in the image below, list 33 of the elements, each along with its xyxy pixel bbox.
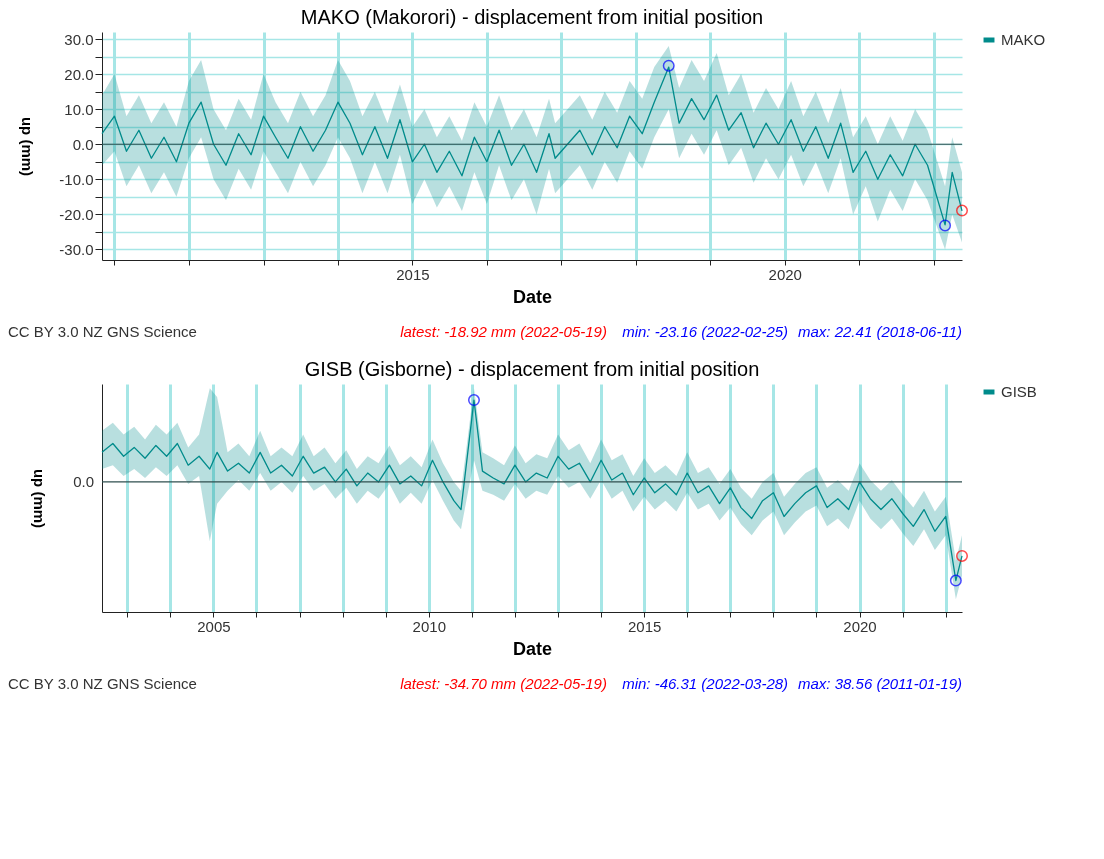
x-axis-title: Date [512,638,553,659]
y-tick-label: 20.0 [64,65,94,83]
point [939,219,952,232]
y-tick-label: -30.0 [59,240,94,258]
text: max: 38.56 (2011-01-19) [798,675,962,692]
x-tick-label: 2015 [627,617,662,635]
x-tick-label: 2005 [197,617,231,635]
y-tick-label: -20.0 [59,205,94,223]
line-series [101,66,963,226]
x-tick-label: 2010 [412,617,446,635]
x-axis-title: Date [512,286,553,307]
text: CC BY 3.0 NZ GNS Science [8,675,197,692]
point [662,59,675,72]
x-tick-label: 2020 [768,265,802,283]
text: latest: -34.70 mm (2022-05-19) [400,675,607,692]
text: latest: -18.92 mm (2022-05-19) [400,323,607,340]
y-axis-title: up (mm) [30,468,48,529]
point [956,204,968,217]
chart-title: MAKO (Makorori) - displacement from initial position [300,6,764,28]
text: CC BY 3.0 NZ GNS Science [8,323,197,340]
y-tick-label: 10.0 [64,100,94,118]
text: min: -23.16 (2022-02-25) [622,323,789,340]
y-axis-title: up (mm) [19,116,37,177]
x-tick-label: 2020 [843,617,877,635]
legend-label: MAKO [1001,31,1046,48]
y-tick-label: 0.0 [72,135,94,153]
y-tick-label: -10.0 [59,170,94,188]
chart-title: GISB (Gisborne) - displacement from initial position [304,358,760,380]
y-tick-label: 30.0 [64,30,94,48]
text: min: -46.31 (2022-03-28) [622,675,789,692]
legend-label: GISB [1001,383,1037,400]
text: max: 22.41 (2018-06-11) [798,323,962,340]
x-tick-label: 2015 [396,265,430,283]
